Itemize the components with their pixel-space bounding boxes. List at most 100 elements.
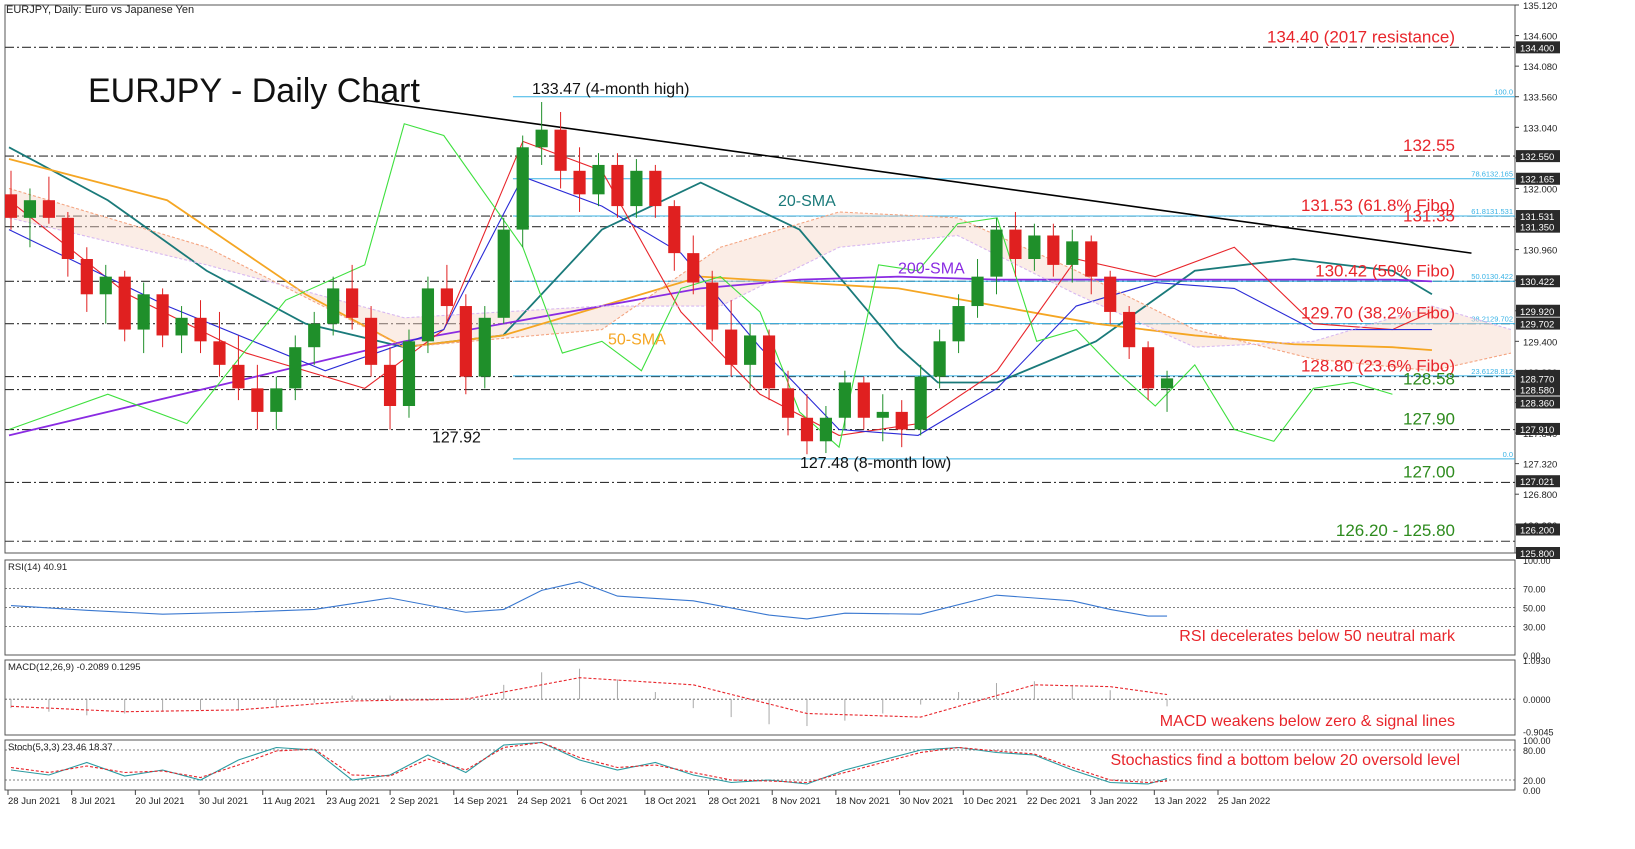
candle-body	[23, 200, 37, 218]
candle-body	[838, 382, 851, 418]
price-tag-label: 128.770	[1520, 374, 1554, 385]
price-tag-label: 131.531	[1520, 212, 1554, 223]
y-tick-label: 134.080	[1523, 62, 1557, 73]
x-tick-label: 13 Jan 2022	[1154, 796, 1206, 807]
candle-body	[1104, 276, 1117, 312]
x-tick-label: 14 Sep 2021	[454, 796, 508, 807]
subpanel-title: MACD(12,26,9) -0.2089 0.1295	[8, 662, 141, 673]
price-tag-box	[1516, 150, 1560, 163]
price-tag-label: 130.422	[1520, 277, 1554, 288]
price-tag-box	[1516, 422, 1560, 435]
price-tag-box	[1516, 41, 1560, 54]
candle-body	[990, 229, 1003, 277]
rsi-annotation: RSI decelerates below 50 neutral mark	[1179, 628, 1456, 645]
x-tick-label: 30 Nov 2021	[900, 796, 954, 807]
fibo-label: 78.6132.165	[1471, 170, 1513, 179]
chart-title: EURJPY - Daily Chart	[88, 72, 420, 110]
price-tag-label: 132.165	[1520, 175, 1554, 186]
x-tick-label: 28 Jun 2021	[8, 796, 60, 807]
candle-body	[1028, 235, 1041, 260]
price-tag-label: 132.550	[1520, 152, 1554, 163]
price-tag-label: 128.580	[1520, 386, 1554, 397]
level-label: 126.20 - 125.80	[1336, 521, 1455, 540]
candle-body	[137, 294, 150, 330]
x-tick-label: 25 Jan 2022	[1218, 796, 1270, 807]
trendline	[364, 99, 1472, 254]
x-tick-label: 22 Dec 2021	[1027, 796, 1081, 807]
candle-body	[592, 164, 605, 195]
fibo-label: 100.0	[1494, 88, 1513, 97]
level-label: 127.90	[1403, 410, 1455, 429]
candle-body	[346, 288, 359, 318]
price-tag-box	[1516, 220, 1560, 233]
candle-body	[308, 323, 321, 348]
x-tick-label: 6 Oct 2021	[581, 796, 627, 807]
candle-body	[270, 388, 283, 412]
x-tick-label: 20 Jul 2021	[135, 796, 184, 807]
price-tag-box	[1516, 523, 1560, 536]
price-tag-box	[1516, 383, 1560, 396]
candle-body	[762, 335, 776, 389]
candle-body	[42, 200, 55, 218]
price-tag-box	[1516, 372, 1560, 385]
y-tick-label: 0.0000	[1523, 695, 1551, 705]
candle-body	[99, 276, 112, 295]
price-tag-label: 129.920	[1520, 307, 1554, 318]
x-tick-label: 23 Aug 2021	[326, 796, 379, 807]
candle-body	[1142, 347, 1155, 389]
candle-body	[80, 259, 93, 295]
candle-body	[971, 276, 984, 307]
y-tick-label: 50.00	[1523, 604, 1546, 614]
price-tag-label: 127.021	[1520, 477, 1554, 488]
candle-body	[1123, 311, 1136, 348]
macd-signal-line	[10, 677, 1168, 718]
y-tick-label: 30.00	[1523, 623, 1546, 633]
y-tick-label: 70.00	[1523, 585, 1546, 595]
candle-body	[687, 253, 700, 283]
candle-body	[175, 317, 188, 336]
stoch-line-d	[10, 741, 1168, 784]
series-label: 50-SMA	[608, 331, 666, 348]
panel-frame-0	[4, 4, 1516, 554]
price-tag-box	[1516, 396, 1560, 409]
candle-body	[725, 329, 738, 365]
candle-body	[289, 347, 302, 389]
y-tick-label: 130.960	[1523, 246, 1557, 257]
series-line-kijun-sen	[8, 176, 1432, 436]
candle-body	[1047, 235, 1060, 265]
candle-body	[914, 376, 927, 430]
candle-body	[364, 317, 378, 365]
fibo-label: 38.2129.702	[1471, 315, 1513, 324]
candle-body	[819, 417, 833, 442]
y-tick-label: 100.00	[1523, 556, 1551, 566]
candle-body	[61, 217, 74, 260]
level-label: 130.42 (50% Fibo)	[1315, 261, 1455, 280]
candle-body	[781, 388, 795, 418]
x-tick-label: 2 Sep 2021	[390, 796, 439, 807]
price-tag-label: 126.200	[1520, 525, 1554, 536]
price-tag-label: 134.400	[1520, 43, 1554, 54]
y-tick-label: 135.120	[1523, 1, 1557, 12]
level-label: 132.55	[1403, 136, 1455, 155]
candle-body	[649, 170, 662, 207]
candle-body	[194, 317, 207, 342]
candle-body	[402, 341, 416, 407]
level-label: 129.70 (38.2% Fibo)	[1301, 304, 1455, 323]
symbol-info: EURJPY, Daily: Euro vs Japanese Yen	[6, 4, 194, 16]
price-tag-label: 128.360	[1520, 398, 1554, 409]
y-tick-label: 133.560	[1523, 93, 1557, 104]
candle-body	[933, 341, 946, 377]
subpanel-title: RSI(14) 40.91	[8, 562, 67, 573]
y-tick-label: 80.00	[1523, 746, 1546, 756]
subpanel-title: Stoch(5,3,3) 23.46 18.37	[8, 742, 113, 753]
y-tick-label: 129.400	[1523, 337, 1557, 348]
price-tag-label: 127.910	[1520, 425, 1554, 436]
y-tick-label: 0.00	[1523, 786, 1541, 796]
y-tick-label: 0.00	[1523, 651, 1541, 661]
series-line-senkou-span-b	[8, 217, 1512, 348]
price-tag-box	[1516, 304, 1560, 317]
price-tag-box	[1516, 317, 1560, 330]
rsi-line	[10, 581, 1168, 620]
y-tick-label: 132.000	[1523, 184, 1557, 195]
